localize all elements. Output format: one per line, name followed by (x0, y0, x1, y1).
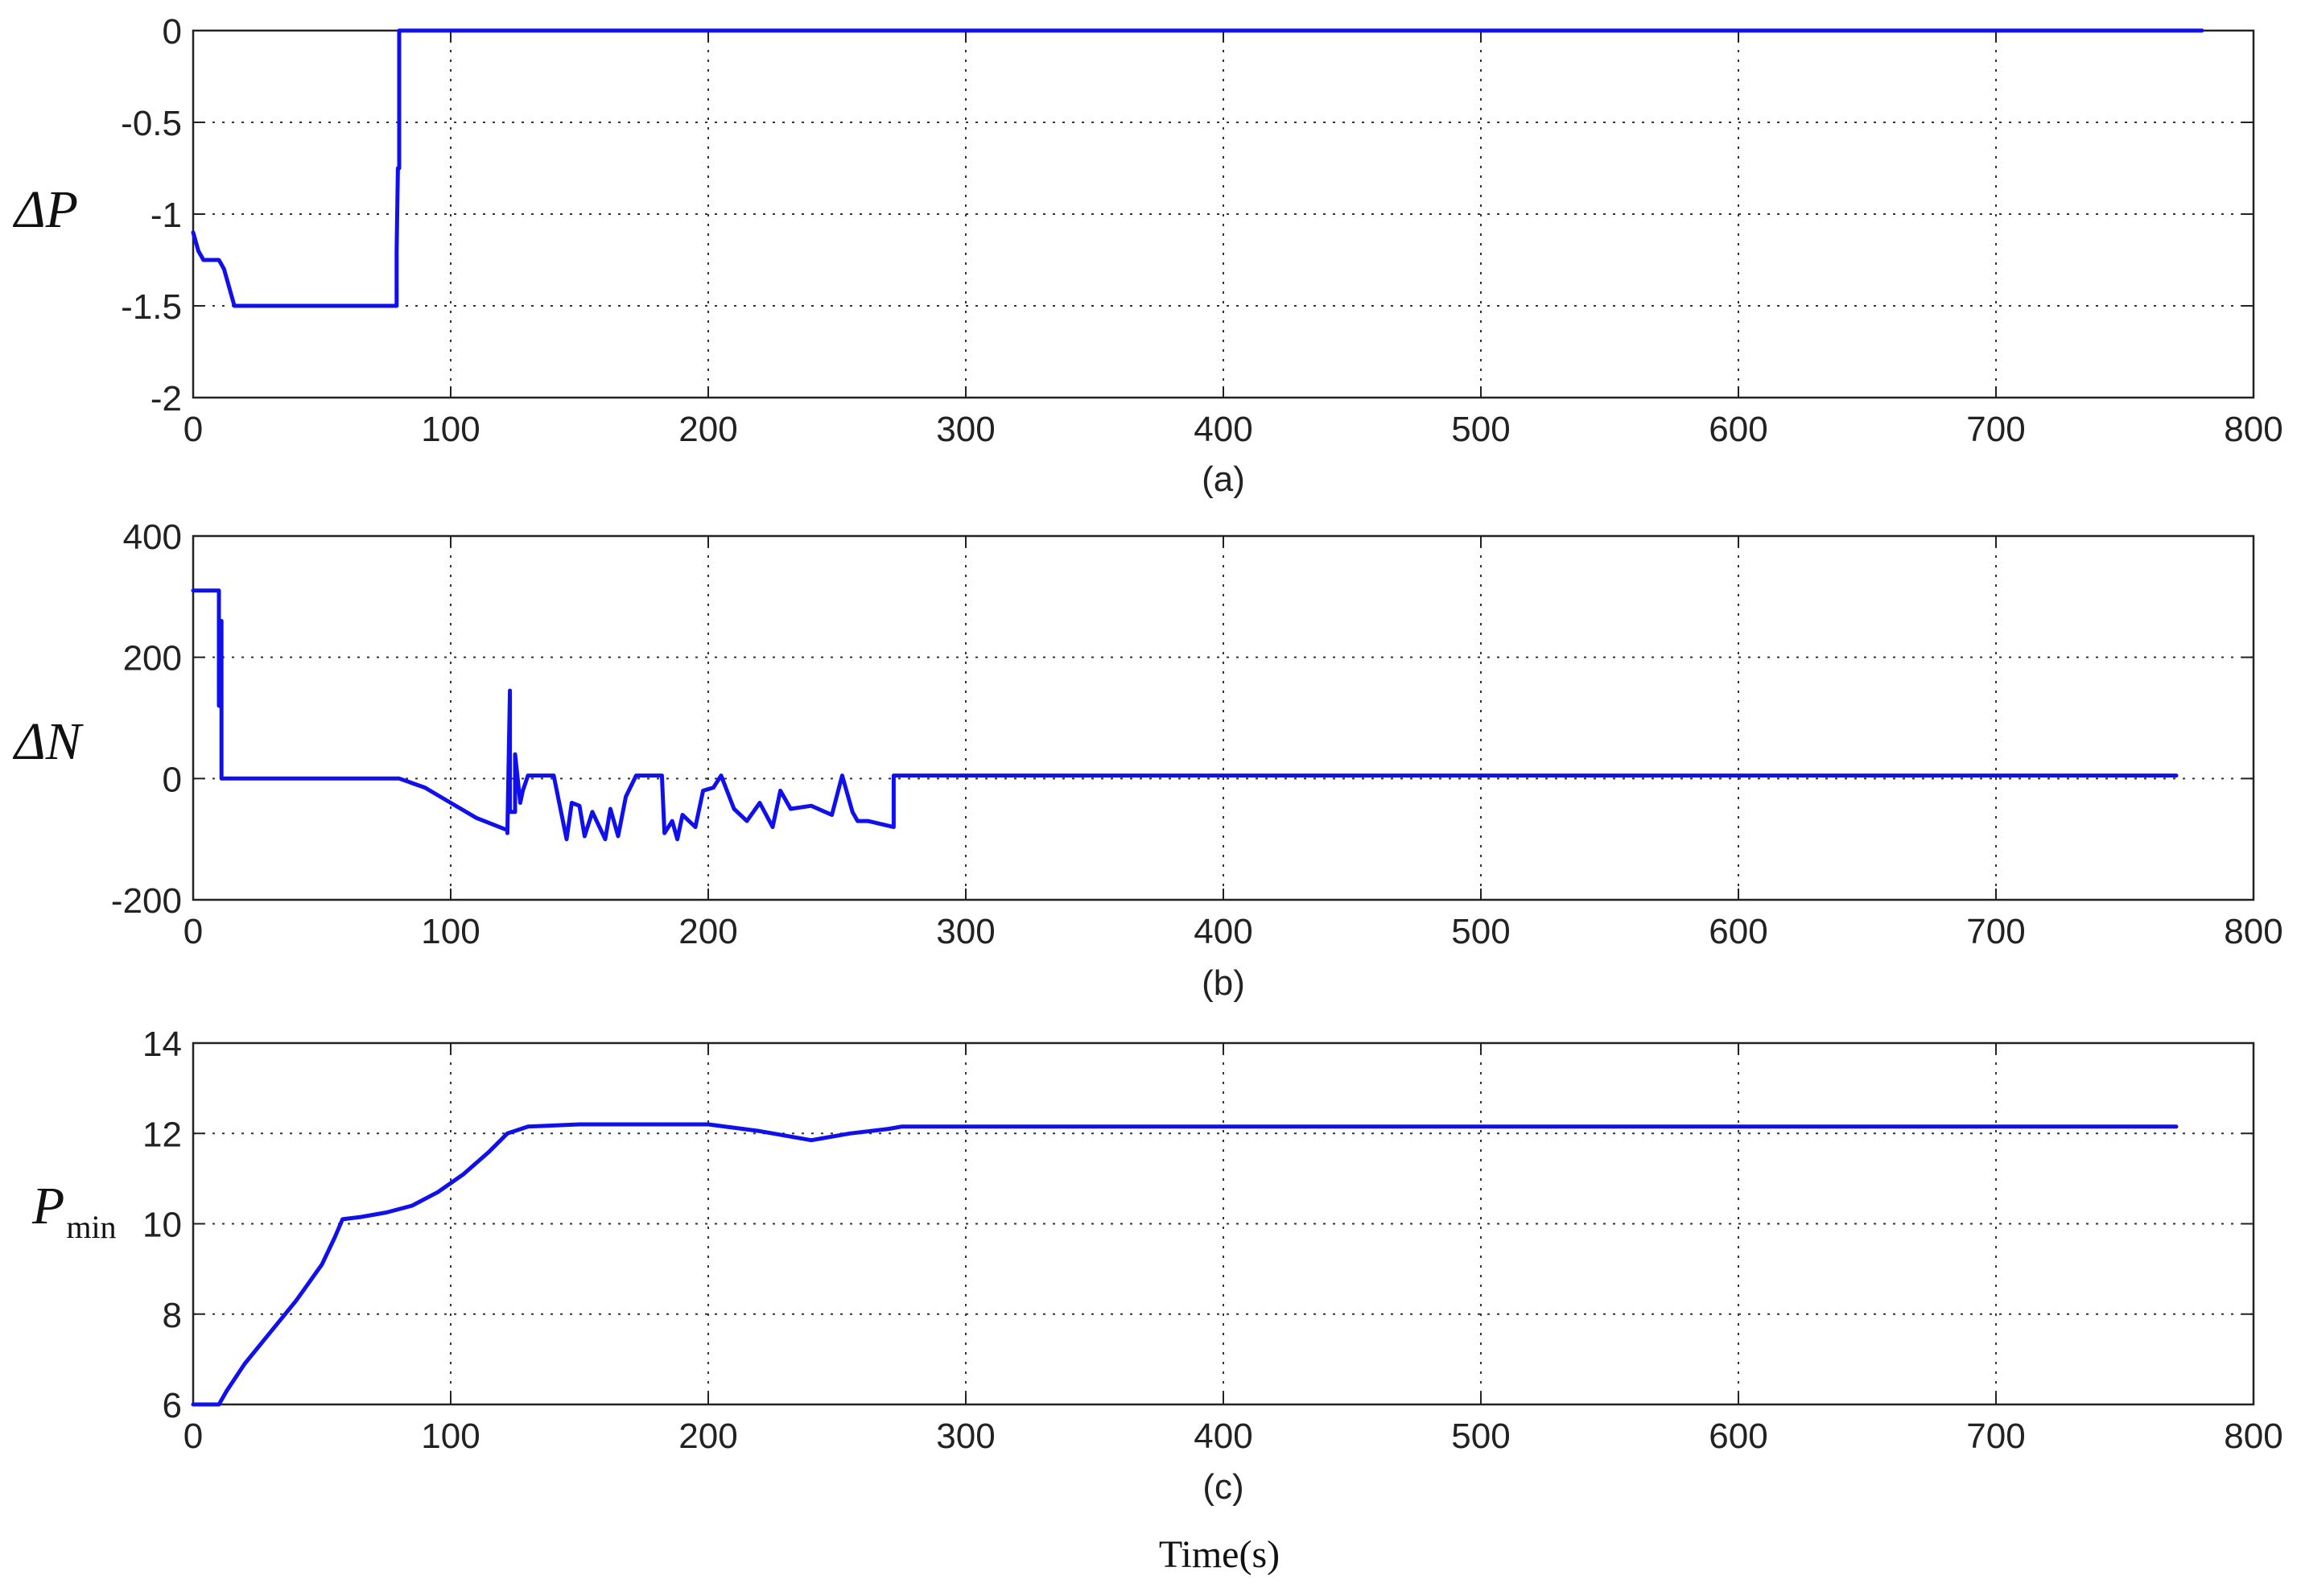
x-tick-label: 100 (421, 410, 480, 449)
x-tick-label: 0 (184, 410, 203, 449)
y-tick-label: -0.5 (121, 104, 182, 143)
series-line (191, 588, 2179, 842)
y-tick-label: -2 (151, 379, 182, 419)
y-axis-label: ΔN (12, 712, 85, 771)
y-tick-label: 0 (163, 12, 182, 52)
x-tick-label: 800 (2224, 410, 2282, 449)
y-tick-label: -1 (151, 196, 182, 235)
y-tick-label: 10 (142, 1206, 182, 1245)
x-tick-label: 800 (2224, 912, 2282, 951)
x-tick-label: 400 (1194, 912, 1252, 951)
y-tick-label: 8 (163, 1296, 182, 1335)
x-tick-label: 300 (936, 410, 995, 449)
x-tick-label: 300 (936, 912, 995, 951)
x-tick-label: 500 (1451, 1417, 1510, 1456)
plot-frame (192, 1041, 2255, 1406)
panel-caption: (b) (1202, 963, 1245, 1003)
x-tick-label: 400 (1194, 1417, 1252, 1456)
x-tick-label: 600 (1709, 1417, 1767, 1456)
x-tick-label: 200 (678, 1417, 737, 1456)
y-axis-label-subscript: min (66, 1209, 116, 1245)
x-tick-label: 0 (184, 912, 203, 951)
x-tick-label: 100 (421, 1417, 480, 1456)
y-axis-label: ΔP (12, 180, 78, 239)
panel-c: 0 100 200 300 400 500 600 700 800 14 12 10 8 6 (c) Pmin (31, 1025, 2283, 1507)
panel-caption: (c) (1202, 1467, 1243, 1507)
y-axis-label: Pmin (31, 1177, 117, 1245)
x-tick-label: 0 (184, 1417, 203, 1456)
y-tick-label: 200 (123, 639, 182, 678)
y-tick-label: 6 (163, 1386, 182, 1425)
x-tick-label: 700 (1966, 1417, 2025, 1456)
x-tick-label: 200 (678, 912, 737, 951)
x-tick-label: 200 (678, 410, 737, 449)
y-tick-label: 14 (142, 1025, 182, 1064)
x-tick-label: 500 (1451, 410, 1510, 449)
panel-caption: (a) (1202, 460, 1245, 499)
x-tick-label: 700 (1966, 912, 2025, 951)
y-tick-label: 0 (163, 760, 182, 799)
x-tick-label: 400 (1194, 410, 1252, 449)
x-tick-label: 600 (1709, 410, 1767, 449)
x-tick-label: 100 (421, 912, 480, 951)
series-line (191, 28, 2204, 308)
x-axis-label: Time(s) (1159, 1533, 1280, 1576)
x-tick-label: 800 (2224, 1417, 2282, 1456)
y-tick-label: -200 (111, 881, 182, 921)
x-tick-label: 500 (1451, 912, 1510, 951)
y-tick-label: -1.5 (121, 287, 182, 327)
x-tick-label: 300 (936, 1417, 995, 1456)
y-tick-label: 400 (123, 518, 182, 557)
x-tick-label: 600 (1709, 912, 1767, 951)
panel-b: 0 100 200 300 400 500 600 700 8004002000-200(b)Δ… (12, 518, 2283, 1003)
panel-a: 0 100 200 300 400 500 600 700 800 0 -0.5 -1 -1.5 -2 (a… (12, 12, 2283, 499)
series-line (191, 1122, 2179, 1407)
plot-frame (192, 534, 2255, 901)
y-tick-label: 12 (142, 1115, 182, 1154)
x-tick-label: 700 (1966, 410, 2025, 449)
